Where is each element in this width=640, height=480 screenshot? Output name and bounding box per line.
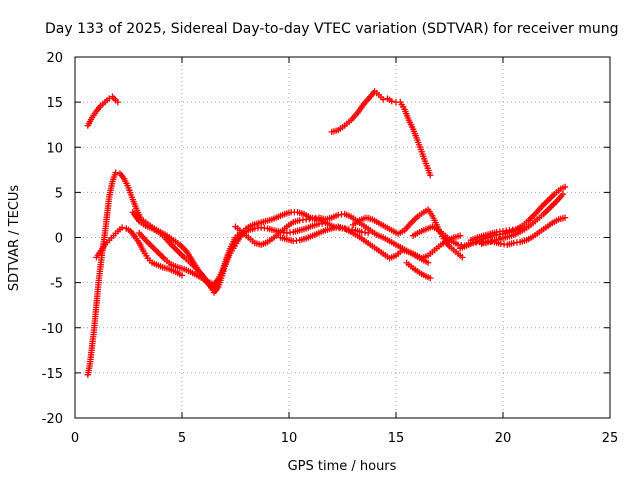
data-point <box>112 169 119 176</box>
y-axis-label: SDTVAR / TECUs <box>7 185 22 292</box>
x-tick-label: 10 <box>281 431 298 446</box>
series-arc-late-high <box>328 88 434 179</box>
y-tick-label: 5 <box>55 186 63 201</box>
data-point <box>561 183 569 191</box>
series-arc-end-b <box>467 183 569 244</box>
data-point <box>427 274 434 282</box>
data-point <box>559 190 567 198</box>
y-tick-label: 15 <box>46 96 63 111</box>
series-arc-end-c <box>478 214 569 248</box>
x-axis-label: GPS time / hours <box>288 459 397 474</box>
series-arc-early-high <box>84 93 121 129</box>
x-tick-label: 15 <box>388 431 405 446</box>
y-tick-label: -15 <box>42 367 63 382</box>
axis-ticks: 0 5 10 15 20 25 -20 -15 -10 -5 0 5 10 15 20 <box>42 51 619 446</box>
y-tick-label: 10 <box>46 141 63 156</box>
y-tick-label: -20 <box>42 412 63 427</box>
data-point <box>114 98 121 106</box>
y-tick-label: -10 <box>42 322 63 337</box>
data-point <box>427 172 434 179</box>
y-tick-label: -5 <box>50 277 63 292</box>
data-plot-area <box>84 88 569 378</box>
chart-title: Day 133 of 2025, Sidereal Day-to-day VTE… <box>45 21 619 37</box>
x-tick-label: 25 <box>602 431 619 446</box>
data-point <box>178 272 186 279</box>
y-tick-label: 20 <box>46 51 63 66</box>
data-point <box>459 254 466 261</box>
series-arc-late-band-a <box>350 206 466 261</box>
x-tick-label: 0 <box>71 431 79 446</box>
data-point <box>561 214 569 221</box>
series-arc-low-left <box>93 224 186 279</box>
data-point <box>388 98 395 105</box>
data-point <box>457 232 464 239</box>
series-arc-dip-rise <box>84 169 372 378</box>
series-arc-center-wave <box>232 210 432 266</box>
y-tick-label: 0 <box>55 232 63 247</box>
data-point <box>118 224 126 231</box>
series-arc-late-band-b <box>403 259 434 282</box>
x-tick-label: 20 <box>495 431 512 446</box>
x-tick-label: 5 <box>178 431 186 446</box>
data-point <box>424 259 432 266</box>
series-arc-center-low <box>277 223 464 262</box>
data-point <box>379 96 387 103</box>
